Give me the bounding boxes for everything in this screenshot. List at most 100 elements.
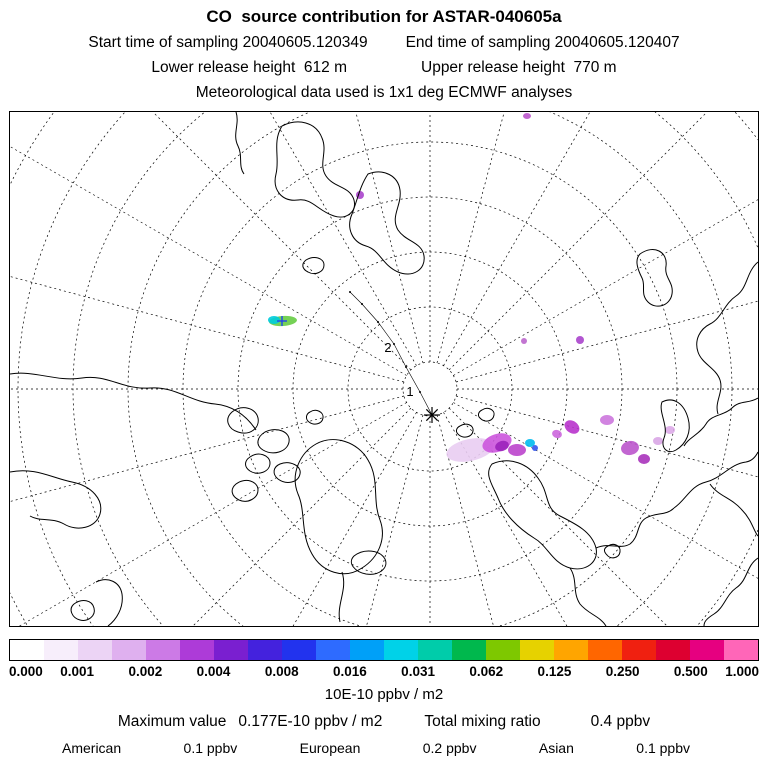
coastline-right-upper [696,261,758,415]
latitude-circle [292,251,568,527]
meridian-line [152,112,412,371]
concentration-patch [564,420,580,434]
island-ireland [70,600,95,621]
coastline-top-edge [235,112,245,175]
track-point [393,343,395,345]
island-archipelago-3 [245,453,271,474]
colorbar-segment [214,640,248,660]
met-data-text: Meteorological data used is 1x1 deg ECMW… [195,84,573,101]
colorbar-tick-label: 1.000 [725,664,759,679]
polar-map: 21 [10,112,758,626]
concentration-patch [600,415,614,425]
concentration-patch [268,316,280,324]
concentration-patch [446,438,494,462]
coastline-russia-2 [709,483,758,537]
concentration-patch [638,454,650,464]
latitude-circle [182,141,678,626]
island-archipelago-5 [231,479,259,502]
contributions-line: American 0.1 ppbv European 0.2 ppbv Asia… [0,740,768,756]
colorbar-segment [724,640,758,660]
island-svalbard-2 [478,407,495,422]
mixing-ratio-value: 0.4 ppbv [590,713,651,730]
coastline-uk [95,579,123,626]
meridian-line [192,407,412,626]
colorbar-segment [282,640,316,660]
latitude-circle [72,112,758,626]
contribution-region-american: American [62,740,122,756]
contribution-value-asian: 0.1 ppbv [636,740,690,756]
coastline-kola [595,507,675,549]
colorbar-segment [452,640,486,660]
meridian-line [453,402,758,579]
colorbar-ticks: 0.000 0.001 0.002 0.004 0.008 0.016 0.031 0.062… [9,664,759,681]
colorbar-tick-label: 0.004 [196,664,231,679]
colorbar-tick-label: 0.008 [264,664,299,679]
track-point [419,391,421,393]
colorbar-tick-label: 0.002 [128,664,163,679]
colorbar-tick-label: 0.125 [537,664,572,679]
meridian-line [455,300,758,383]
colorbar-segment [622,640,656,660]
release-heights-line: Lower release height 612 m Upper release… [0,59,768,77]
colorbar [9,639,759,661]
meridian-line [10,276,405,383]
concentration-patch [532,445,538,451]
meridian-line [18,402,407,626]
island-wrangel [302,257,325,275]
plot-header: CO source contribution for ASTAR-040605a… [0,0,768,102]
colorbar-segment [350,640,384,660]
concentration-patch [523,113,531,119]
colorbar-tick-label: 0.016 [333,664,367,679]
coastline-greenland [294,439,383,575]
meridian-line [448,112,708,371]
graticule [10,112,758,626]
contribution-region-asian: Asian [538,740,574,756]
island-novaya-zemlya [660,399,690,453]
track-point [405,366,407,368]
coastline-scandinavia [488,460,597,570]
concentration-patch [495,440,509,452]
colorbar-segment [316,640,350,660]
concentration-patch [621,440,639,456]
colorbar-segment [418,640,452,660]
concentration-patch [552,429,562,439]
colorbar-tick-label: 0.500 [673,664,708,679]
map-label: 1 [406,384,413,399]
track-point [361,303,363,305]
meridian-line [436,112,505,364]
summary-line: Maximum value 0.177E-10 ppbv / m2 Total … [0,713,768,731]
track-point [349,291,351,293]
lake-russia [604,543,621,559]
concentration-patch [665,426,675,434]
max-value-label: Maximum value [117,713,227,730]
meridian-line [292,412,417,626]
colorbar-tick-label: 0.062 [469,664,504,679]
latitude-circle [10,112,55,626]
colorbar-segment [486,640,520,660]
colorbar-units-label: 10E-10 ppbv / m2 [324,686,444,703]
latitude-circle [127,112,733,626]
map-label: 2 [384,340,391,355]
max-value: 0.177E-10 ppbv / m2 [238,713,383,730]
colorbar-segment [180,640,214,660]
latitude-circle [17,112,758,626]
coastline-right-middle [683,397,758,447]
colorbar-segment [44,640,78,660]
island-severnaya-zemlya [636,249,673,307]
island-iceland [350,550,387,575]
colorbar-segment [690,640,724,660]
map-markers [277,316,440,423]
colorbar-segment [588,640,622,660]
meridian-line [10,146,407,376]
colorbar-tick-label: 0.031 [401,664,435,679]
colorbar-section: 0.000 0.001 0.002 0.004 0.008 0.016 0.031 0.062… [9,639,759,681]
meridian-line [443,112,591,366]
colorbar-segment [554,640,588,660]
contribution-value-american: 0.1 ppbv [183,740,238,756]
coastline-greenland-tip [338,571,345,623]
sampling-times-line: Start time of sampling 20040605.120349 E… [0,34,768,52]
latitude-circle [10,112,758,626]
meridian-line [10,395,405,502]
plot-title: CO source contribution for ASTAR-040605a [206,7,562,26]
end-time-text: End time of sampling 20040605.120407 [405,34,680,51]
